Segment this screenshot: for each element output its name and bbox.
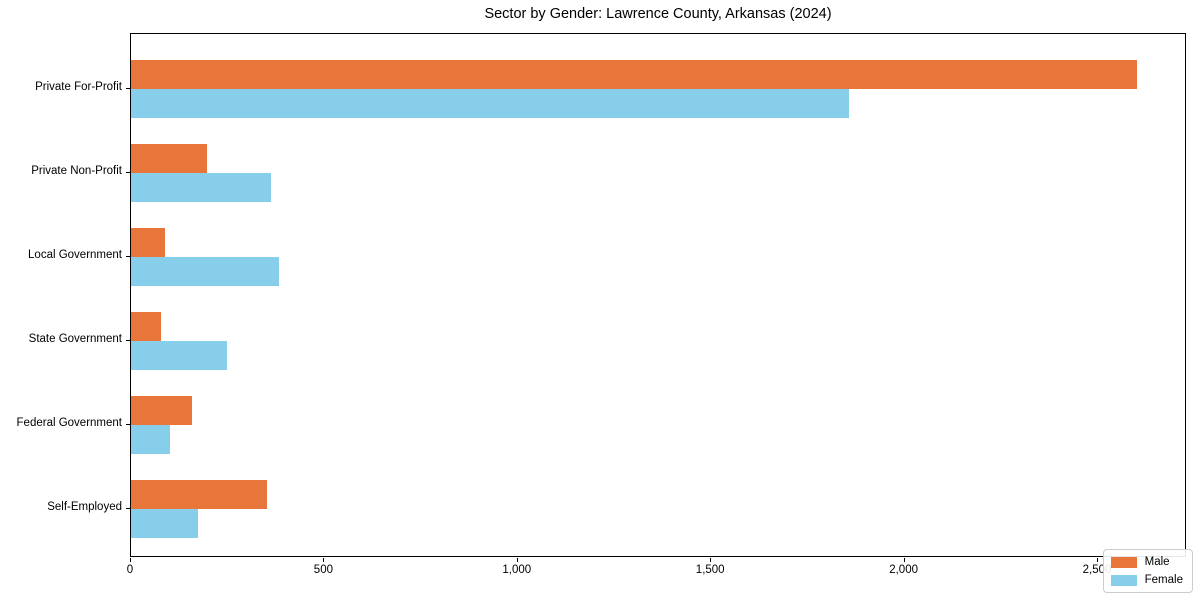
- x-axis-tick: [516, 558, 518, 562]
- bar-female-5: [131, 425, 170, 454]
- bar-female-3: [131, 257, 279, 286]
- bar-female-4: [131, 341, 228, 370]
- bar-male-5: [131, 396, 193, 425]
- y-axis-tick: [126, 508, 130, 509]
- y-axis-label: Local Government: [28, 249, 122, 261]
- male-legend-label: Male: [1144, 556, 1170, 568]
- bar-female-6: [131, 509, 198, 538]
- y-axis-label: Self-Employed: [47, 501, 122, 513]
- y-axis-label: Federal Government: [16, 417, 122, 429]
- bar-male-6: [131, 480, 268, 509]
- x-axis-tick-label: 500: [313, 564, 333, 576]
- x-axis-tick-label: 1,000: [502, 564, 532, 576]
- legend: Male Female: [1102, 549, 1193, 593]
- y-axis-tick: [126, 172, 130, 173]
- x-axis-tick: [323, 558, 325, 562]
- bar-male-2: [131, 144, 207, 173]
- x-axis-tick: [130, 558, 131, 562]
- y-axis-tick: [126, 88, 130, 89]
- bar-male-4: [131, 312, 162, 341]
- bar-female-2: [131, 173, 271, 202]
- y-axis-tick: [126, 424, 130, 425]
- chart-title: Sector by Gender: Lawrence County, Arkan…: [484, 6, 832, 22]
- plot-area: [130, 33, 1186, 557]
- bar-female-1: [131, 89, 849, 118]
- bar-male-1: [131, 60, 1137, 89]
- female-legend-label: Female: [1144, 574, 1183, 586]
- x-axis-tick: [903, 558, 905, 562]
- x-axis-tick: [1097, 558, 1098, 562]
- x-axis-tick-label: 1,500: [695, 564, 725, 576]
- male-legend-swatch: [1110, 556, 1137, 568]
- x-axis-tick: [710, 558, 712, 562]
- legend-item-male: Male: [1110, 556, 1183, 568]
- y-axis-label: Private Non-Profit: [31, 165, 122, 177]
- x-axis-tick-label: 2,000: [889, 564, 918, 576]
- y-axis-label: State Government: [28, 333, 122, 345]
- y-axis-label: Private For-Profit: [35, 81, 122, 93]
- y-axis-tick: [126, 256, 130, 257]
- bar-male-3: [131, 228, 166, 257]
- y-axis-tick: [126, 340, 130, 341]
- x-axis-tick-label: 0: [126, 564, 134, 576]
- legend-item-female: Female: [1110, 574, 1183, 586]
- female-legend-swatch: [1110, 574, 1137, 586]
